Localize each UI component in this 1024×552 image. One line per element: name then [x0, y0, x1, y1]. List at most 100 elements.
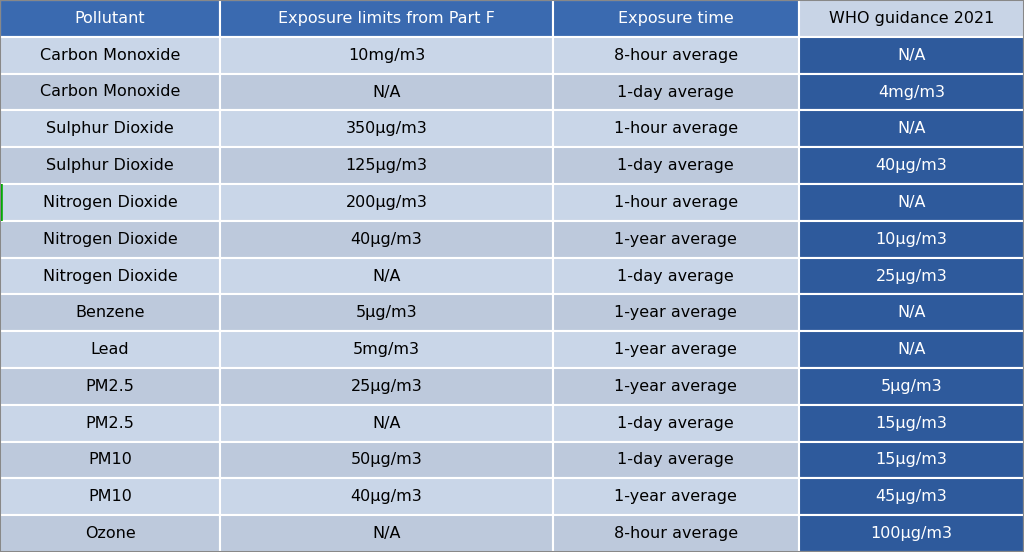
Text: N/A: N/A: [897, 47, 926, 63]
Bar: [0, 479, 220, 515]
Bar: [553, 331, 799, 368]
Bar: [0, 147, 220, 184]
Bar: [0, 405, 220, 442]
Text: 25μg/m3: 25μg/m3: [876, 268, 947, 284]
Bar: [799, 221, 1024, 258]
Bar: [220, 405, 553, 442]
Bar: [220, 294, 553, 331]
Text: 50μg/m3: 50μg/m3: [350, 453, 423, 468]
Bar: [0, 37, 220, 73]
Text: Sulphur Dioxide: Sulphur Dioxide: [46, 158, 174, 173]
Bar: [220, 0, 553, 37]
Bar: [553, 515, 799, 552]
Text: 1-day average: 1-day average: [617, 268, 734, 284]
Bar: [0, 73, 220, 110]
Text: 1-hour average: 1-hour average: [613, 195, 738, 210]
Text: 1-day average: 1-day average: [617, 84, 734, 99]
Bar: [799, 258, 1024, 294]
Bar: [553, 221, 799, 258]
Bar: [0, 368, 220, 405]
Text: 10μg/m3: 10μg/m3: [876, 232, 947, 247]
Text: 1-day average: 1-day average: [617, 416, 734, 431]
Text: 25μg/m3: 25μg/m3: [350, 379, 423, 394]
Text: 8-hour average: 8-hour average: [613, 47, 738, 63]
Text: WHO guidance 2021: WHO guidance 2021: [828, 11, 994, 26]
Text: Ozone: Ozone: [85, 526, 135, 541]
Text: Exposure limits from Part F: Exposure limits from Part F: [279, 11, 495, 26]
Text: 125μg/m3: 125μg/m3: [345, 158, 428, 173]
Bar: [553, 147, 799, 184]
Text: 1-year average: 1-year average: [614, 379, 737, 394]
Text: Carbon Monoxide: Carbon Monoxide: [40, 84, 180, 99]
Text: 45μg/m3: 45μg/m3: [876, 489, 947, 505]
Bar: [0, 294, 220, 331]
Text: 5μg/m3: 5μg/m3: [881, 379, 942, 394]
Bar: [0, 110, 220, 147]
Bar: [220, 110, 553, 147]
Text: 5mg/m3: 5mg/m3: [353, 342, 420, 357]
Bar: [220, 515, 553, 552]
Text: Lead: Lead: [91, 342, 129, 357]
Text: 1-year average: 1-year average: [614, 305, 737, 320]
Text: Carbon Monoxide: Carbon Monoxide: [40, 47, 180, 63]
Bar: [553, 258, 799, 294]
Bar: [553, 184, 799, 221]
Text: PM10: PM10: [88, 489, 132, 505]
Bar: [0, 331, 220, 368]
Bar: [0, 184, 220, 221]
Bar: [553, 73, 799, 110]
Bar: [799, 331, 1024, 368]
Text: Benzene: Benzene: [76, 305, 144, 320]
Bar: [799, 442, 1024, 479]
Text: 350μg/m3: 350μg/m3: [346, 121, 427, 136]
Text: N/A: N/A: [373, 84, 400, 99]
Bar: [220, 331, 553, 368]
Bar: [220, 258, 553, 294]
Text: Exposure time: Exposure time: [617, 11, 734, 26]
Text: 15μg/m3: 15μg/m3: [876, 416, 947, 431]
Text: PM2.5: PM2.5: [86, 379, 134, 394]
Text: Pollutant: Pollutant: [75, 11, 145, 26]
Bar: [553, 0, 799, 37]
Bar: [799, 147, 1024, 184]
Bar: [0, 515, 220, 552]
Text: PM2.5: PM2.5: [86, 416, 134, 431]
Text: 1-year average: 1-year average: [614, 489, 737, 505]
Bar: [799, 0, 1024, 37]
Bar: [0, 221, 220, 258]
Text: 100μg/m3: 100μg/m3: [870, 526, 952, 541]
Bar: [799, 294, 1024, 331]
Bar: [799, 37, 1024, 73]
Text: PM10: PM10: [88, 453, 132, 468]
Bar: [220, 37, 553, 73]
Text: 10mg/m3: 10mg/m3: [348, 47, 425, 63]
Text: N/A: N/A: [897, 305, 926, 320]
Text: 1-day average: 1-day average: [617, 453, 734, 468]
Text: N/A: N/A: [897, 121, 926, 136]
Bar: [0, 442, 220, 479]
Bar: [553, 294, 799, 331]
Bar: [553, 405, 799, 442]
Text: 1-year average: 1-year average: [614, 342, 737, 357]
Bar: [799, 110, 1024, 147]
Bar: [0, 258, 220, 294]
Text: 5μg/m3: 5μg/m3: [355, 305, 418, 320]
Text: N/A: N/A: [373, 268, 400, 284]
Text: Nitrogen Dioxide: Nitrogen Dioxide: [43, 232, 177, 247]
Bar: [799, 184, 1024, 221]
Bar: [799, 73, 1024, 110]
Text: 1-hour average: 1-hour average: [613, 121, 738, 136]
Text: 40μg/m3: 40μg/m3: [350, 232, 423, 247]
Bar: [799, 405, 1024, 442]
Text: 1-year average: 1-year average: [614, 232, 737, 247]
Text: Nitrogen Dioxide: Nitrogen Dioxide: [43, 268, 177, 284]
Bar: [799, 515, 1024, 552]
Bar: [0, 0, 220, 37]
Text: 40μg/m3: 40μg/m3: [876, 158, 947, 173]
Text: Nitrogen Dioxide: Nitrogen Dioxide: [43, 195, 177, 210]
Text: N/A: N/A: [897, 195, 926, 210]
Text: 15μg/m3: 15μg/m3: [876, 453, 947, 468]
Bar: [553, 442, 799, 479]
Bar: [799, 479, 1024, 515]
Bar: [220, 442, 553, 479]
